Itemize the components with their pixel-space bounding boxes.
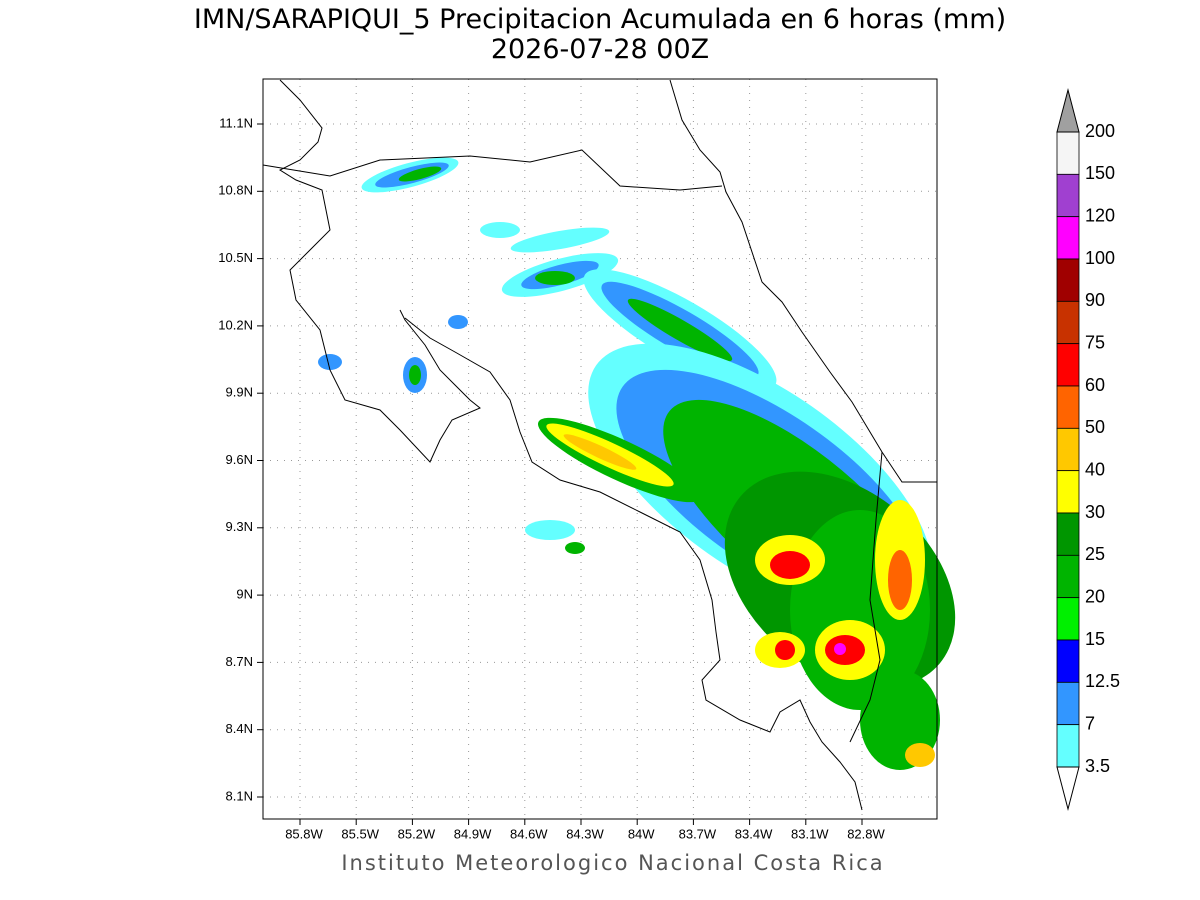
lon-label: 82.8W xyxy=(847,826,885,841)
precip-area xyxy=(905,743,935,767)
lon-label: 84W xyxy=(628,826,655,841)
colorbar-label: 60 xyxy=(1085,375,1105,395)
colorbar-box xyxy=(1056,343,1080,387)
colorbar-box xyxy=(1056,216,1080,260)
colorbar-label: 3.5 xyxy=(1085,756,1110,776)
border xyxy=(262,149,723,191)
lat-label: 9.3N xyxy=(226,519,253,534)
colorbar-box xyxy=(1056,724,1080,768)
colorbar-box xyxy=(1056,300,1080,345)
precip-area xyxy=(510,227,610,253)
lon-label: 83.7W xyxy=(679,826,717,841)
coastlines xyxy=(262,79,937,811)
precipitation-field xyxy=(318,157,956,770)
lat-label: 11.1N xyxy=(219,115,253,130)
colorbar-box xyxy=(1056,681,1080,726)
precip-area xyxy=(770,551,810,579)
colorbar-box xyxy=(1056,258,1080,302)
colorbar-box xyxy=(1056,554,1080,599)
colorbar-label: 25 xyxy=(1085,544,1105,564)
colorbar-label: 40 xyxy=(1085,459,1105,479)
colorbar-label: 7 xyxy=(1085,713,1095,733)
precip-area xyxy=(535,271,575,285)
lat-label: 10.5N xyxy=(218,250,253,265)
precip-area xyxy=(525,520,575,540)
coastline xyxy=(669,79,937,483)
lon-label: 85.2W xyxy=(398,826,436,841)
lat-label: 8.1N xyxy=(226,788,253,803)
precip-area xyxy=(409,365,421,385)
lon-label: 83.1W xyxy=(791,826,829,841)
colorbar-label: 90 xyxy=(1085,290,1105,310)
lat-label: 10.8N xyxy=(218,183,253,198)
axis-labels: 11.1N 10.8N 10.5N 10.2N 9.9N 9.6N 9.3N 9N 8.7N 8.… xyxy=(218,115,885,841)
title-line: 2026-07-28 00Z xyxy=(491,34,709,65)
precip-area xyxy=(480,222,520,238)
colorbar-label: 30 xyxy=(1085,502,1105,522)
colorbar-box xyxy=(1056,385,1080,429)
lat-label: 10.2N xyxy=(218,317,253,332)
colorbar-label: 200 xyxy=(1085,121,1115,141)
coastline xyxy=(404,317,863,811)
colorbar-label: 150 xyxy=(1085,163,1115,183)
coastline xyxy=(278,79,481,463)
lon-label: 85.8W xyxy=(285,826,323,841)
precip-area xyxy=(565,542,585,554)
lon-label: 85.5W xyxy=(341,826,379,841)
colorbar-label: 100 xyxy=(1085,248,1115,268)
precip-area xyxy=(398,166,442,182)
colorbar-label: 20 xyxy=(1085,586,1105,606)
colorbar-box xyxy=(1056,470,1080,514)
lon-label: 84.9W xyxy=(454,826,492,841)
colorbar-label: 120 xyxy=(1085,205,1115,225)
lat-label: 8.7N xyxy=(226,654,253,669)
precip-area xyxy=(775,640,795,660)
colorbar-box xyxy=(1056,427,1080,472)
colorbar-over xyxy=(1056,88,1080,133)
lat-label: 9.9N xyxy=(226,385,253,400)
precip-area xyxy=(888,550,912,610)
title-line: IMN/SARAPIQUI_5 Precipitacion Acumulada … xyxy=(194,4,1006,35)
colorbar-label: 12.5 xyxy=(1085,671,1120,691)
lat-label: 9.6N xyxy=(226,452,253,467)
colorbar-label: 50 xyxy=(1085,417,1105,437)
colorbar-box xyxy=(1056,131,1080,175)
colorbar-box xyxy=(1056,512,1080,556)
lon-label: 84.3W xyxy=(566,826,604,841)
precip-area xyxy=(834,643,846,655)
colorbar-under xyxy=(1056,766,1080,811)
colorbar-box xyxy=(1056,173,1080,218)
lon-label: 83.4W xyxy=(735,826,773,841)
colorbar-label: 75 xyxy=(1085,332,1105,352)
lon-label: 84.6W xyxy=(510,826,548,841)
precip-area xyxy=(627,298,733,362)
colorbar-box xyxy=(1056,639,1080,683)
precip-area xyxy=(563,434,637,470)
footer: Instituto Meteorologico Nacional Costa R… xyxy=(341,851,884,875)
lat-label: 9N xyxy=(236,587,253,602)
precip-area xyxy=(318,354,342,370)
border xyxy=(849,451,883,743)
precip-area xyxy=(448,315,468,329)
lat-label: 8.4N xyxy=(226,721,253,736)
map-frame xyxy=(262,78,938,820)
colorbar: 200 150 120 100 90 75 60 50 40 30 25 20 15 12.5 7 3.5 xyxy=(1056,88,1120,811)
colorbar-label: 15 xyxy=(1085,629,1105,649)
colorbar-box xyxy=(1056,597,1080,641)
